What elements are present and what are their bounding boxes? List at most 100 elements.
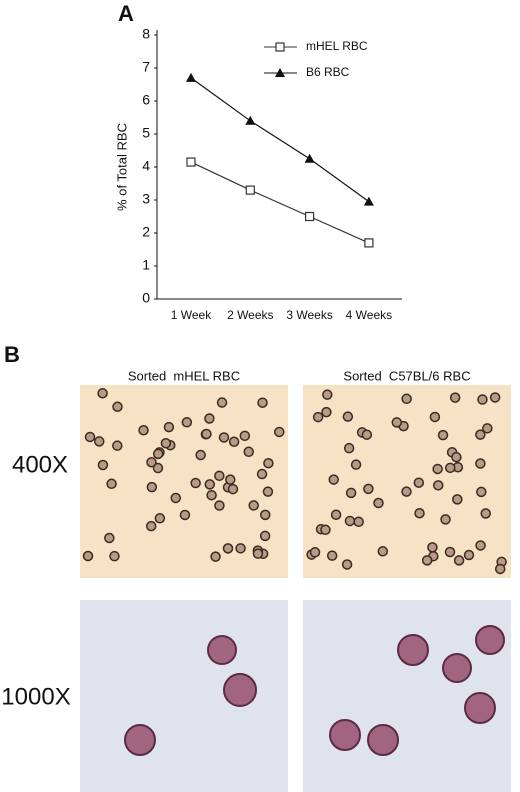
cell — [256, 468, 268, 480]
cell — [263, 457, 274, 469]
cell — [449, 392, 461, 403]
line — [190, 77, 370, 203]
x-tick-label: 2 Weeks — [227, 308, 273, 322]
cell — [181, 417, 193, 428]
y-tick-label: 3 — [142, 191, 150, 207]
cell — [214, 500, 225, 511]
cell — [248, 500, 259, 511]
marker — [245, 115, 256, 125]
cell — [274, 426, 285, 438]
cell — [82, 550, 94, 562]
cell — [223, 673, 257, 707]
cell — [452, 494, 463, 505]
marker — [305, 211, 315, 222]
cell — [225, 474, 236, 485]
cell — [227, 483, 239, 495]
cell — [138, 425, 149, 436]
cell — [475, 625, 505, 655]
y-axis-label: % of Total RBC — [114, 123, 129, 211]
cell — [373, 497, 384, 509]
cell — [210, 551, 221, 562]
y-tick-label: 4 — [142, 158, 150, 174]
cell — [440, 514, 451, 525]
cell — [228, 436, 240, 447]
cell — [146, 481, 158, 493]
cell — [216, 397, 228, 408]
cell — [444, 462, 456, 474]
cell — [475, 540, 486, 551]
cell — [326, 550, 338, 561]
cell — [222, 543, 234, 554]
cell — [401, 486, 412, 497]
cell — [427, 542, 438, 553]
legend-label: mHEL RBC — [306, 39, 368, 53]
cell — [146, 457, 157, 468]
legend-marker — [275, 42, 285, 52]
panel-label: B — [4, 342, 20, 367]
cell — [109, 550, 120, 562]
marker — [304, 153, 315, 163]
y-tick-label: 0 — [142, 290, 150, 306]
cell — [190, 477, 201, 489]
cell — [106, 478, 117, 490]
cell — [170, 492, 182, 504]
cell — [421, 555, 433, 566]
cell — [401, 393, 412, 405]
cell — [124, 724, 156, 756]
cell — [342, 411, 354, 422]
cell — [252, 548, 264, 559]
cell — [482, 423, 493, 434]
cell — [218, 432, 230, 443]
marker — [245, 185, 255, 195]
cell — [476, 486, 487, 498]
line — [190, 161, 370, 244]
cell — [432, 463, 443, 475]
cell — [154, 513, 166, 524]
cell — [363, 483, 374, 495]
cell — [444, 546, 456, 558]
cell — [204, 479, 216, 490]
cell — [464, 692, 496, 724]
x-tick-label: 3 Weeks — [286, 308, 332, 322]
cell — [414, 507, 425, 519]
cell — [344, 515, 356, 527]
cell — [353, 516, 364, 528]
marker — [186, 157, 196, 167]
cell — [391, 417, 403, 428]
panel-label: A — [118, 1, 134, 26]
cell — [201, 428, 212, 440]
cell — [475, 429, 486, 440]
cell — [152, 462, 164, 474]
y-tick-label: 6 — [142, 92, 150, 108]
cell — [377, 546, 389, 557]
y-tick-label: 5 — [142, 125, 150, 141]
cell — [112, 401, 123, 413]
cell — [329, 719, 361, 751]
cell — [345, 487, 357, 499]
cell — [259, 509, 271, 521]
cell — [97, 459, 109, 471]
y-tick-label: 8 — [142, 26, 150, 42]
cell — [489, 392, 501, 403]
cell — [84, 431, 96, 443]
cell — [429, 411, 441, 423]
cell — [397, 634, 429, 666]
legend-marker — [275, 68, 285, 77]
cell — [367, 724, 399, 756]
cell — [207, 635, 237, 665]
row-label: 400X — [12, 451, 68, 478]
cell — [361, 429, 373, 440]
cell — [195, 449, 206, 461]
marker — [364, 238, 374, 248]
cell — [350, 459, 362, 470]
column-title: Sorted C57BL/6 RBC — [343, 368, 470, 383]
cell — [112, 440, 123, 451]
cell — [413, 477, 425, 488]
y-tick-label: 2 — [142, 224, 150, 240]
row-label: 1000X — [1, 683, 70, 710]
x-tick-label: 4 Weeks — [346, 308, 392, 322]
cell — [480, 508, 491, 519]
cell — [477, 394, 488, 405]
cell — [239, 430, 251, 442]
